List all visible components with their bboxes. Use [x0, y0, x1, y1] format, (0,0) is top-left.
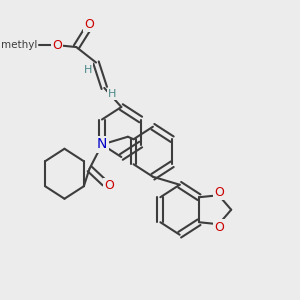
Text: O: O	[52, 39, 62, 52]
Text: N: N	[97, 137, 107, 152]
Text: methyl: methyl	[1, 40, 37, 50]
Text: O: O	[84, 17, 94, 31]
Text: O: O	[214, 221, 224, 234]
Text: H: H	[108, 89, 116, 99]
Text: O: O	[214, 186, 224, 199]
Text: H: H	[84, 64, 92, 74]
Text: O: O	[104, 179, 114, 192]
